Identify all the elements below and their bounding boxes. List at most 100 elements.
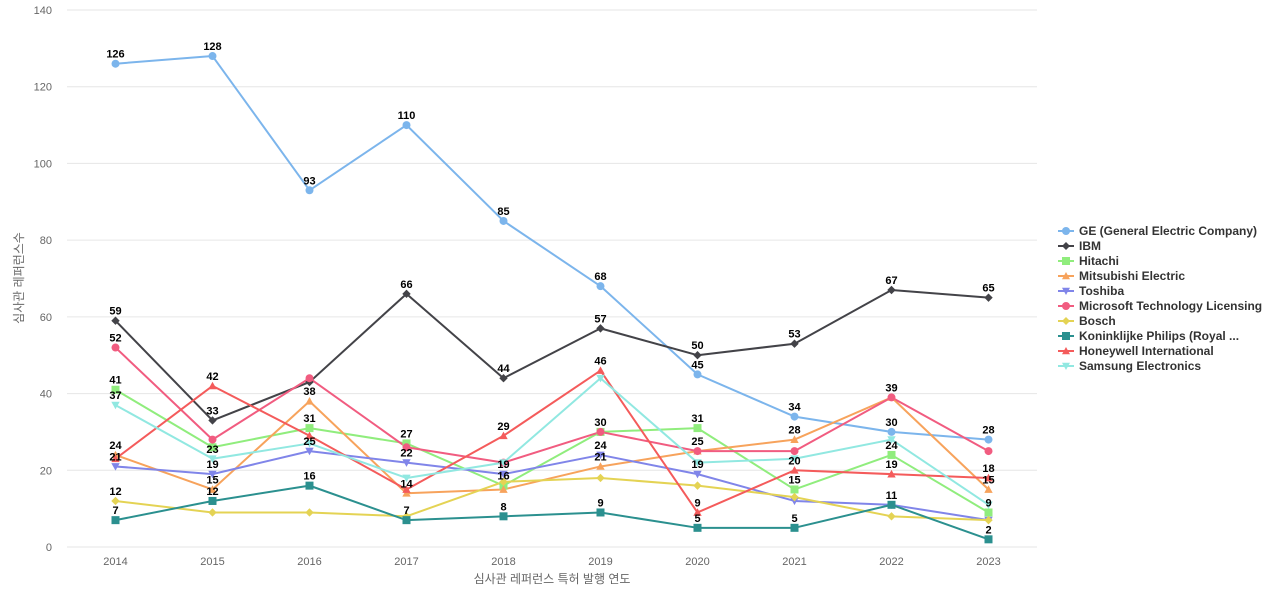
data-point[interactable]: [984, 508, 993, 517]
data-point[interactable]: [305, 374, 314, 383]
data-point[interactable]: [111, 463, 120, 471]
data-point[interactable]: [402, 289, 411, 299]
data-point[interactable]: [208, 470, 217, 479]
data-point[interactable]: [111, 516, 120, 525]
legend-item[interactable]: GE (General Electric Company): [1058, 224, 1257, 238]
data-point[interactable]: [887, 436, 896, 444]
data-point[interactable]: [305, 447, 314, 456]
data-point[interactable]: [984, 447, 993, 456]
data-point[interactable]: [111, 59, 120, 68]
data-point[interactable]: [402, 459, 411, 467]
data-point[interactable]: [499, 470, 508, 479]
data-point[interactable]: [790, 435, 799, 443]
data-point[interactable]: [790, 492, 799, 502]
data-point[interactable]: [111, 401, 120, 410]
data-point[interactable]: [887, 500, 896, 509]
data-point[interactable]: [596, 473, 605, 483]
data-point[interactable]: [402, 516, 411, 525]
data-point[interactable]: [790, 412, 799, 421]
data-point[interactable]: [208, 496, 217, 505]
data-point[interactable]: [887, 285, 896, 295]
data-point[interactable]: [111, 343, 120, 352]
data-point[interactable]: [887, 427, 896, 436]
legend-item[interactable]: Honeywell International: [1058, 344, 1214, 358]
data-point[interactable]: [596, 462, 605, 470]
data-point[interactable]: [499, 485, 508, 493]
data-point[interactable]: [887, 512, 896, 521]
data-point[interactable]: [305, 440, 314, 448]
data-point[interactable]: [402, 485, 411, 493]
data-point[interactable]: [693, 470, 702, 479]
data-point[interactable]: [790, 523, 799, 532]
data-point[interactable]: [790, 466, 799, 474]
data-point[interactable]: [402, 489, 411, 497]
data-point[interactable]: [305, 508, 314, 517]
data-point[interactable]: [693, 351, 702, 360]
legend-item[interactable]: Microsoft Technology Licensing: [1058, 299, 1262, 313]
data-point[interactable]: [984, 473, 993, 482]
data-point[interactable]: [984, 293, 993, 302]
data-point[interactable]: [499, 477, 508, 486]
data-point[interactable]: [208, 443, 217, 452]
data-point[interactable]: [693, 424, 702, 433]
data-point[interactable]: [305, 431, 314, 440]
data-point[interactable]: [499, 512, 508, 521]
legend-item[interactable]: Hitachi: [1058, 254, 1119, 268]
data-point[interactable]: [111, 454, 120, 463]
data-point[interactable]: [305, 397, 314, 405]
data-point[interactable]: [790, 497, 799, 506]
data-point[interactable]: [790, 339, 799, 348]
data-point[interactable]: [402, 121, 411, 130]
data-point[interactable]: [111, 450, 120, 459]
data-point[interactable]: [305, 424, 314, 433]
data-point[interactable]: [402, 443, 411, 452]
data-point[interactable]: [790, 447, 799, 456]
legend-item[interactable]: Samsung Electronics: [1058, 359, 1201, 373]
data-point[interactable]: [693, 508, 702, 516]
legend-item[interactable]: Toshiba: [1058, 284, 1124, 298]
data-point[interactable]: [402, 474, 411, 483]
data-point[interactable]: [111, 316, 120, 325]
data-point[interactable]: [887, 450, 896, 459]
data-point[interactable]: [596, 451, 605, 460]
data-point[interactable]: [790, 485, 799, 494]
data-point[interactable]: [693, 459, 702, 467]
data-point[interactable]: [596, 427, 605, 436]
data-point[interactable]: [596, 366, 605, 374]
data-point[interactable]: [984, 485, 993, 493]
data-point[interactable]: [693, 447, 702, 456]
data-point[interactable]: [499, 431, 508, 440]
data-point[interactable]: [499, 374, 508, 383]
data-point[interactable]: [208, 52, 217, 61]
legend-item[interactable]: IBM: [1058, 239, 1101, 253]
data-point[interactable]: [887, 393, 896, 402]
data-point[interactable]: [208, 416, 217, 425]
data-point[interactable]: [499, 459, 508, 467]
data-point[interactable]: [596, 374, 605, 383]
data-point[interactable]: [596, 508, 605, 517]
data-point[interactable]: [208, 435, 217, 444]
data-point[interactable]: [208, 381, 217, 390]
data-point[interactable]: [208, 455, 217, 463]
legend-item[interactable]: Bosch: [1058, 314, 1116, 328]
data-point[interactable]: [693, 481, 702, 490]
legend-item[interactable]: Mitsubishi Electric: [1058, 269, 1185, 283]
data-point[interactable]: [305, 481, 314, 490]
data-point[interactable]: [208, 485, 217, 493]
data-point[interactable]: [208, 508, 217, 517]
data-point[interactable]: [693, 523, 702, 532]
data-point[interactable]: [984, 435, 993, 444]
data-point[interactable]: [984, 501, 993, 510]
data-point[interactable]: [790, 455, 799, 463]
data-point[interactable]: [596, 282, 605, 291]
data-point[interactable]: [984, 535, 993, 544]
data-point[interactable]: [111, 385, 120, 394]
data-point[interactable]: [887, 469, 896, 478]
data-point[interactable]: [984, 515, 993, 525]
data-point[interactable]: [693, 370, 702, 379]
data-point[interactable]: [499, 216, 508, 225]
legend-item[interactable]: Koninklijke Philips (Royal ...: [1058, 329, 1239, 343]
data-point[interactable]: [596, 324, 605, 333]
data-point[interactable]: [305, 186, 314, 195]
data-point[interactable]: [111, 496, 120, 506]
